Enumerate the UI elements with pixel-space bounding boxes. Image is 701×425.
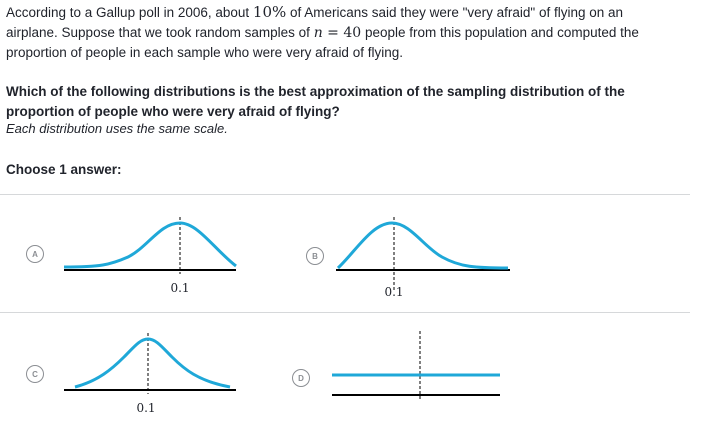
tick-label: 0.1 (170, 281, 189, 295)
percent-value: 10% (253, 3, 286, 21)
n-value: 40 (343, 25, 361, 41)
prompt-text: According to a Gallup poll in 2006, abou… (6, 5, 253, 20)
prompt-text: proportion of people in each sample who … (6, 45, 403, 60)
choose-label: Choose 1 answer: (6, 162, 122, 177)
tick-label: 0.1 (384, 285, 403, 299)
prompt-text: airplane. Suppose that we took random sa… (6, 25, 314, 40)
prompt-text: of Americans said they were "very afraid… (286, 5, 623, 20)
distribution-curve (75, 339, 230, 387)
equals-sign: = (323, 25, 344, 41)
n-symbol: n (314, 25, 323, 41)
prompt-text: people from this population and computed… (361, 25, 639, 40)
question-text: Which of the following distributions is … (6, 82, 686, 122)
choice-d[interactable]: D (270, 313, 610, 423)
choice-b-graph: 0.1 (270, 195, 610, 305)
tick-label: 0.1 (136, 401, 155, 415)
choice-b[interactable]: B 0.1 (270, 195, 610, 305)
choice-d-graph (270, 313, 610, 423)
distribution-curve (64, 223, 236, 267)
question-prompt: According to a Gallup poll in 2006, abou… (6, 2, 686, 63)
scale-note: Each distribution uses the same scale. (6, 121, 228, 136)
distribution-curve (338, 223, 508, 268)
